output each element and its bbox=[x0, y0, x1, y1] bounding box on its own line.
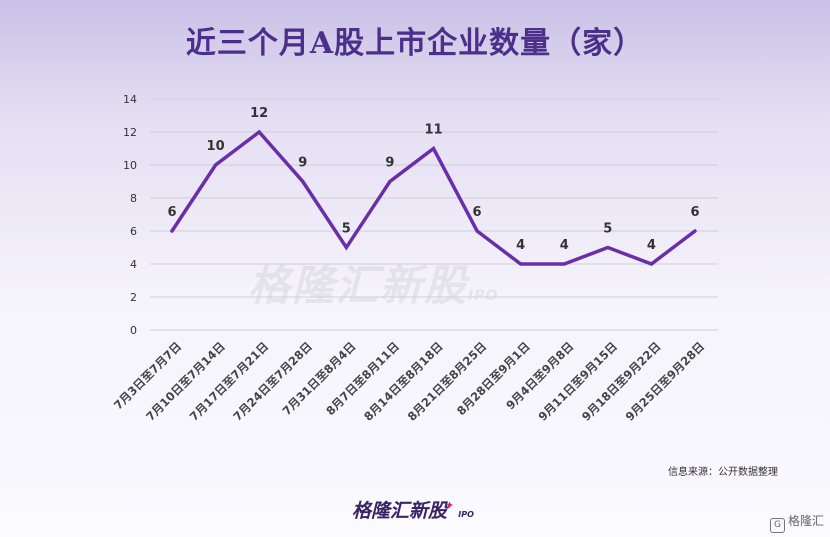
x-tick-label: 7月24日至7月28日 bbox=[230, 339, 315, 424]
x-tick-label: 8月28日至9月1日 bbox=[454, 339, 533, 418]
y-tick-label: 10 bbox=[123, 159, 137, 172]
x-tick-label: 7月10日至7月14日 bbox=[143, 339, 228, 424]
data-point bbox=[344, 246, 348, 249]
data-label: 4 bbox=[560, 238, 569, 253]
watermark: 格隆汇新股IPO bbox=[248, 252, 498, 313]
data-point bbox=[475, 229, 479, 233]
x-tick-label: 9月25日至9月28日 bbox=[623, 339, 708, 424]
spark-icon: ✦ bbox=[445, 499, 455, 512]
source-note: 信息来源：公开数据整理 bbox=[668, 467, 778, 478]
data-label: 10 bbox=[207, 139, 225, 154]
data-point bbox=[432, 147, 435, 150]
x-tick-label: 8月14日至8月18日 bbox=[361, 339, 446, 424]
x-tick-label: 8月21日至8月25日 bbox=[405, 339, 490, 424]
y-tick-label: 6 bbox=[130, 225, 137, 238]
data-label: 6 bbox=[167, 205, 176, 220]
data-label: 6 bbox=[473, 205, 482, 220]
data-label: 6 bbox=[690, 205, 699, 220]
data-label: 9 bbox=[298, 156, 307, 171]
data-point bbox=[562, 262, 566, 266]
x-tick-label: 9月11日至9月15日 bbox=[535, 339, 620, 424]
data-point bbox=[693, 229, 697, 233]
data-point bbox=[214, 163, 218, 167]
corner-logo-text: 格隆汇 bbox=[787, 514, 824, 528]
brand-logo: 格隆汇新股✦IPO bbox=[352, 496, 474, 523]
data-label: 12 bbox=[250, 106, 268, 121]
brand-suffix: IPO bbox=[458, 510, 474, 519]
data-point bbox=[519, 262, 523, 266]
y-tick-label: 12 bbox=[123, 126, 137, 139]
data-point bbox=[170, 229, 174, 233]
data-point bbox=[257, 130, 261, 134]
data-label: 4 bbox=[516, 238, 525, 253]
watermark-suffix: IPO bbox=[468, 288, 499, 304]
y-tick-label: 0 bbox=[130, 324, 137, 337]
brand-name: 格隆汇新股 bbox=[352, 500, 448, 522]
data-label: 4 bbox=[647, 238, 656, 253]
watermark-text: 格隆汇新股 bbox=[248, 261, 469, 310]
data-point bbox=[301, 180, 305, 183]
data-point bbox=[606, 246, 610, 249]
y-tick-label: 2 bbox=[130, 291, 137, 304]
x-tick-label: 7月17日至7月21日 bbox=[187, 339, 272, 424]
data-label: 11 bbox=[424, 123, 442, 138]
data-label: 5 bbox=[342, 222, 351, 237]
data-label: 9 bbox=[385, 156, 394, 171]
x-tick-label: 8月7日至8月11日 bbox=[323, 339, 402, 418]
chart-title: 近三个月A股上市企业数量（家） bbox=[185, 26, 645, 61]
y-tick-label: 14 bbox=[123, 93, 137, 106]
data-point bbox=[649, 262, 653, 266]
data-label: 5 bbox=[603, 222, 612, 237]
x-tick-label: 9月18日至9月22日 bbox=[579, 339, 664, 424]
y-tick-label: 4 bbox=[130, 258, 137, 271]
y-tick-label: 8 bbox=[130, 192, 137, 205]
corner-logo: G 格隆汇 bbox=[769, 512, 824, 533]
g-logo-icon: G bbox=[769, 518, 785, 533]
data-point bbox=[388, 180, 392, 183]
x-tick-label: 7月31日至8月4日 bbox=[280, 339, 359, 418]
